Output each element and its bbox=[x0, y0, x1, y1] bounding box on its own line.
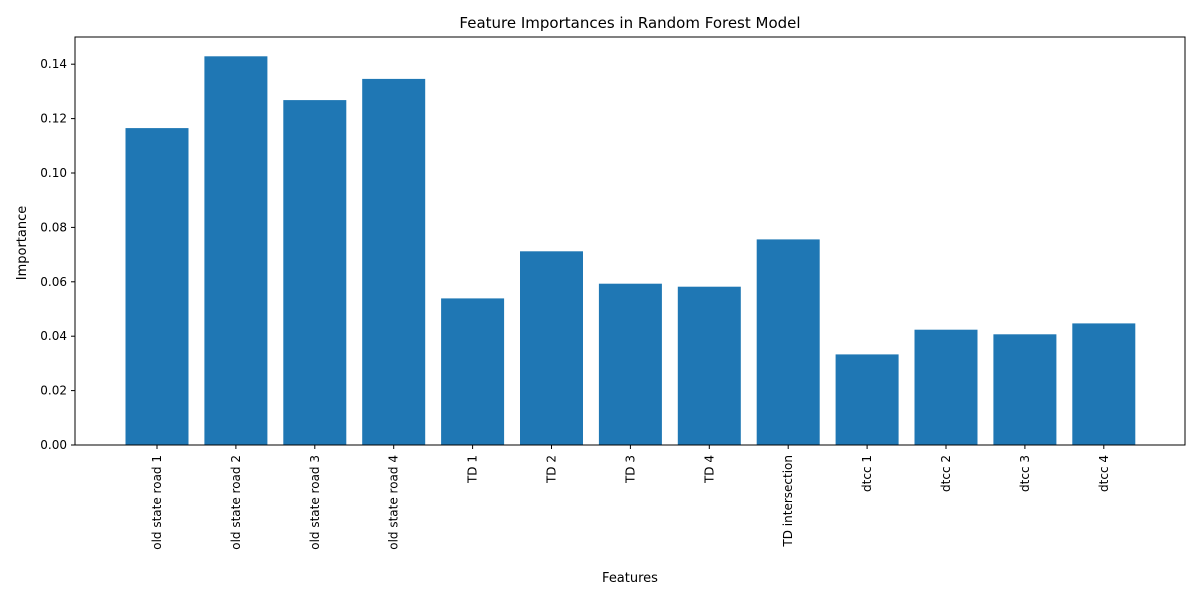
y-tick-label-2: 0.04 bbox=[40, 329, 67, 343]
x-tick-label-6: TD 3 bbox=[623, 455, 637, 484]
x-tick-label-10: dtcc 2 bbox=[939, 455, 953, 492]
bar-2 bbox=[283, 100, 347, 445]
bar-5 bbox=[520, 251, 583, 445]
y-tick-label-4: 0.08 bbox=[40, 220, 67, 234]
y-tick-label-6: 0.12 bbox=[40, 112, 67, 126]
bar-9 bbox=[835, 354, 899, 445]
x-tick-label-5: TD 2 bbox=[545, 455, 559, 484]
x-tick-label-2: old state road 3 bbox=[308, 455, 322, 550]
x-tick-label-8: TD intersection bbox=[781, 455, 795, 548]
y-tick-label-3: 0.06 bbox=[40, 275, 67, 289]
bar-11 bbox=[993, 334, 1057, 445]
bar-0 bbox=[125, 128, 189, 445]
x-tick-label-1: old state road 2 bbox=[229, 455, 243, 550]
chart-title: Feature Importances in Random Forest Mod… bbox=[459, 14, 800, 32]
bar-8 bbox=[756, 239, 820, 445]
bar-4 bbox=[441, 298, 505, 445]
bar-12 bbox=[1072, 323, 1136, 445]
x-tick-label-9: dtcc 1 bbox=[860, 455, 874, 492]
x-tick-label-7: TD 4 bbox=[702, 455, 716, 484]
x-axis-label: Features bbox=[602, 571, 658, 586]
y-axis-ticks: 0.00 0.02 0.04 0.06 0.08 0.10 0.12 0.14 bbox=[40, 57, 75, 452]
x-tick-label-11: dtcc 3 bbox=[1018, 455, 1032, 492]
y-tick-label-0: 0.00 bbox=[40, 438, 67, 452]
x-tick-label-4: TD 1 bbox=[466, 455, 480, 484]
bar-1 bbox=[204, 56, 268, 446]
bar-6 bbox=[598, 283, 662, 445]
x-tick-label-0: old state road 1 bbox=[150, 455, 164, 550]
x-tick-label-12: dtcc 4 bbox=[1097, 455, 1111, 492]
bar-7 bbox=[677, 286, 741, 445]
x-axis-ticks: old state road 1 old state road 2 old stat… bbox=[150, 445, 1111, 550]
y-tick-label-7: 0.14 bbox=[40, 57, 67, 71]
y-axis-label: Importance bbox=[15, 206, 30, 281]
plot-frame bbox=[74, 36, 1186, 446]
bars-layer bbox=[125, 56, 1136, 446]
bar-3 bbox=[362, 78, 426, 446]
y-tick-label-1: 0.02 bbox=[40, 384, 67, 398]
y-tick-label-5: 0.10 bbox=[40, 166, 67, 180]
x-tick-label-3: old state road 4 bbox=[387, 455, 401, 550]
bar-10 bbox=[914, 329, 978, 445]
